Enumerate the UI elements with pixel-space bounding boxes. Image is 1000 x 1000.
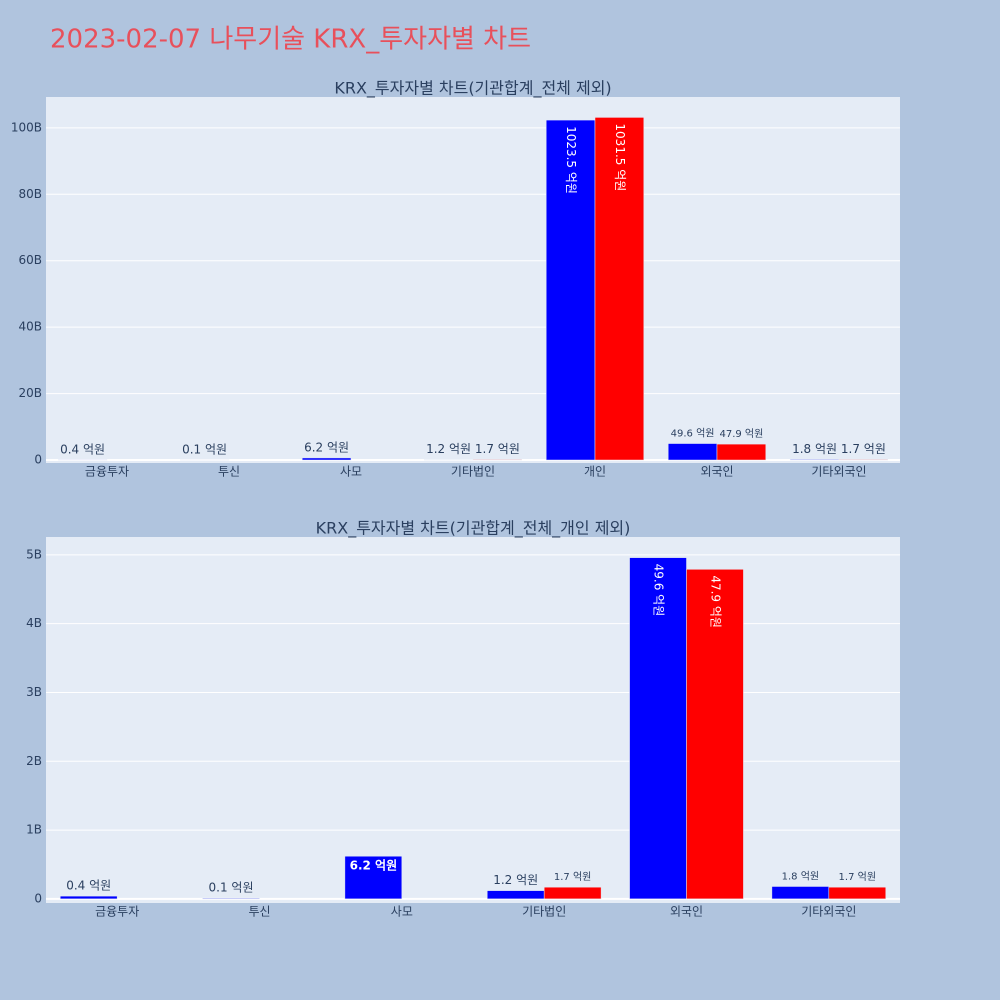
plot-area [46,537,900,903]
data-label: 1.2 억원 [493,873,538,887]
bar [828,886,887,900]
data-label: 49.6 억원 [671,428,715,440]
chart-title: KRX_투자자별 차트(기관합계_전체 제외) [334,79,611,99]
data-label: 1.8 억원 [792,442,837,456]
data-label: 6.2 억원 [304,440,349,454]
bar [629,557,687,900]
x-tick-label: 외국인 [700,465,733,479]
bar [472,459,523,461]
y-tick-label: 40B [18,320,42,334]
bar [771,886,830,900]
bar [301,457,352,461]
x-tick-label: 금융투자 [85,465,129,479]
data-label: 0.4 억원 [60,442,105,456]
y-tick-label: 5B [26,547,42,561]
x-tick-label: 기타외국인 [811,465,866,479]
bar [344,855,403,900]
data-label: 1023.5 억원 [564,126,578,194]
chart-title: KRX_투자자별 차트(기관합계_전체_개인 제외) [316,519,631,539]
x-tick-label: 사모 [340,465,362,479]
data-label: 0.4 억원 [66,879,111,893]
x-tick-label: 외국인 [670,905,703,919]
plot-area [46,97,900,463]
y-tick-label: 100B [11,120,42,134]
data-label: 47.9 억원 [708,575,722,628]
page-title: 2023-02-07 나무기술 KRX_투자자별 차트 [50,25,531,55]
bar [789,459,840,461]
y-tick-label: 80B [18,187,42,201]
y-tick-label: 0 [34,453,42,467]
bar [59,895,118,900]
y-tick-label: 1B [26,823,42,837]
data-label: 6.2 억원 [350,859,398,873]
x-tick-label: 기타법인 [451,465,495,479]
y-tick-label: 60B [18,253,42,267]
data-label: 1.7 억원 [841,442,886,456]
bar [686,569,744,900]
data-label: 1031.5 억원 [613,123,627,191]
x-tick-label: 기타외국인 [801,905,856,919]
x-tick-label: 개인 [584,465,606,479]
bar [202,897,260,900]
x-tick-label: 금융투자 [95,905,139,919]
data-label: 1.7 억원 [475,442,520,456]
x-tick-label: 기타법인 [522,905,566,919]
bar [667,443,718,461]
bar [543,886,602,900]
x-tick-label: 투신 [248,905,270,919]
data-label: 1.7 억원 [554,871,591,883]
x-tick-label: 투신 [218,465,240,479]
bar [716,443,767,461]
data-label: 0.1 억원 [182,442,227,456]
bar [838,459,889,461]
y-tick-label: 0 [34,891,42,905]
data-label: 47.9 억원 [719,428,763,440]
data-label: 1.8 억원 [782,870,819,882]
y-tick-label: 2B [26,754,42,768]
data-label: 1.2 억원 [426,442,471,456]
y-tick-label: 3B [26,685,42,699]
data-label: 1.7 억원 [839,871,876,883]
data-label: 0.1 억원 [209,881,254,895]
x-tick-label: 사모 [391,905,413,919]
bar [594,117,645,461]
y-tick-label: 20B [18,386,42,400]
bar [486,890,545,900]
y-tick-label: 4B [26,616,42,630]
data-label: 49.6 억원 [652,564,666,617]
